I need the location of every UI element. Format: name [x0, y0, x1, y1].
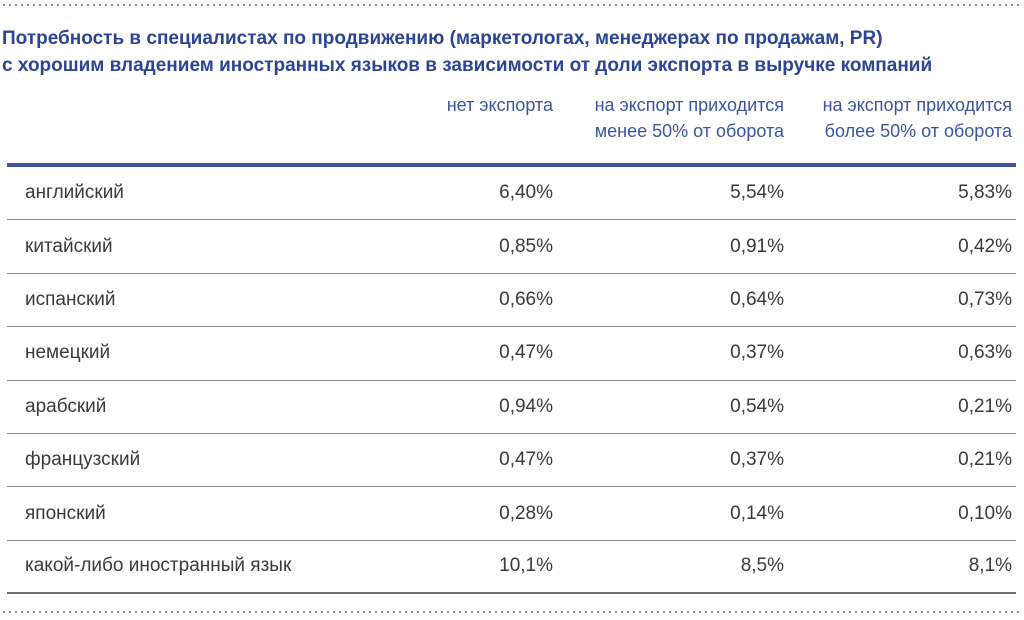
dotted-border-bottom — [3, 611, 1021, 613]
table-column-headers: нет экспорта на экспорт приходится менее… — [7, 92, 1016, 162]
table-row-chinese: китайский 0,85% 0,91% 0,42% — [7, 220, 1016, 274]
table-row-french: французский 0,47% 0,37% 0,21% — [7, 434, 1016, 488]
row-value: 5,54% — [730, 182, 784, 204]
table-row-spanish: испанский 0,66% 0,64% 0,73% — [7, 274, 1016, 328]
row-value: 0,66% — [499, 288, 553, 310]
row-label: французский — [25, 449, 141, 471]
row-label: английский — [25, 182, 124, 204]
row-value: 0,42% — [958, 235, 1012, 257]
row-value: 0,10% — [958, 502, 1012, 524]
row-value: 0,21% — [958, 395, 1012, 417]
row-value: 10,1% — [499, 555, 553, 577]
row-value: 8,1% — [968, 555, 1012, 577]
figure-title: Потребность в специалистах по продвижени… — [2, 28, 933, 76]
row-value: 0,85% — [499, 235, 553, 257]
header-divider-rule — [7, 163, 1016, 167]
row-value: 0,64% — [730, 288, 784, 310]
row-value: 0,14% — [730, 502, 784, 524]
row-label: китайский — [25, 235, 113, 257]
row-value: 0,63% — [958, 342, 1012, 364]
row-value: 0,47% — [499, 449, 553, 471]
row-value: 0,94% — [499, 395, 553, 417]
table-row-german: немецкий 0,47% 0,37% 0,63% — [7, 327, 1016, 381]
row-label: какой-либо иностранный язык — [25, 555, 292, 577]
dotted-border-top — [3, 4, 1021, 6]
table-row-arabic: арабский 0,94% 0,54% 0,21% — [7, 381, 1016, 434]
row-value: 0,37% — [730, 449, 784, 471]
row-value: 0,28% — [499, 502, 553, 524]
row-value: 6,40% — [499, 182, 553, 204]
table-row-any-foreign-language: какой-либо иностранный язык 10,1% 8,5% 8… — [7, 541, 1016, 595]
column-header-export-over-50: на экспорт приходится более 50% от оборо… — [822, 95, 1012, 141]
row-label: немецкий — [25, 342, 111, 364]
column-header-export-under-50: на экспорт приходится менее 50% от оборо… — [594, 95, 784, 141]
row-label: арабский — [25, 395, 107, 417]
row-value: 0,21% — [958, 449, 1012, 471]
data-table: английский 6,40% 5,54% 5,83% китайский 0… — [7, 163, 1016, 595]
column-header-no-export: нет экспорта — [446, 95, 553, 115]
row-value: 0,91% — [730, 235, 784, 257]
row-value: 0,47% — [499, 342, 553, 364]
row-label: японский — [25, 502, 106, 524]
table-row-japanese: японский 0,28% 0,14% 0,10% — [7, 487, 1016, 541]
row-value: 0,73% — [958, 288, 1012, 310]
row-value: 0,54% — [730, 395, 784, 417]
row-value: 5,83% — [958, 182, 1012, 204]
row-value: 0,37% — [730, 342, 784, 364]
row-label: испанский — [25, 288, 116, 310]
table-row-english: английский 6,40% 5,54% 5,83% — [7, 167, 1016, 221]
row-value: 8,5% — [740, 555, 784, 577]
